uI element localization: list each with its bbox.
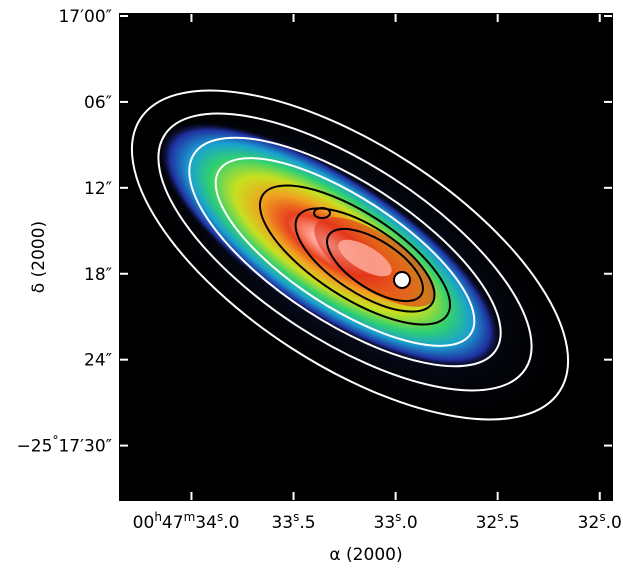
y-tick-label: 17′00″	[58, 7, 112, 27]
x-tick-label: 33s.5	[271, 510, 315, 533]
x-axis-label: α (2000)	[329, 545, 402, 565]
y-tick-label: 12″	[84, 179, 112, 199]
y-axis-label: δ (2000)	[29, 221, 49, 293]
image	[120, 14, 612, 500]
y-tick-label: 06″	[84, 93, 112, 113]
frame	[119, 13, 613, 501]
y-tick-label: 24″	[84, 351, 112, 371]
x-tick-label: 32s.5	[476, 510, 520, 533]
x-tick-label: 33s.0	[374, 510, 418, 533]
contours	[130, 89, 570, 421]
x-tick-label: 32s.0	[578, 510, 622, 533]
x-tick-label: 00h47m34s.0	[133, 510, 240, 533]
y-tick-label: −25°17′30″	[17, 434, 112, 457]
y-tick-label: 18″	[84, 265, 112, 285]
